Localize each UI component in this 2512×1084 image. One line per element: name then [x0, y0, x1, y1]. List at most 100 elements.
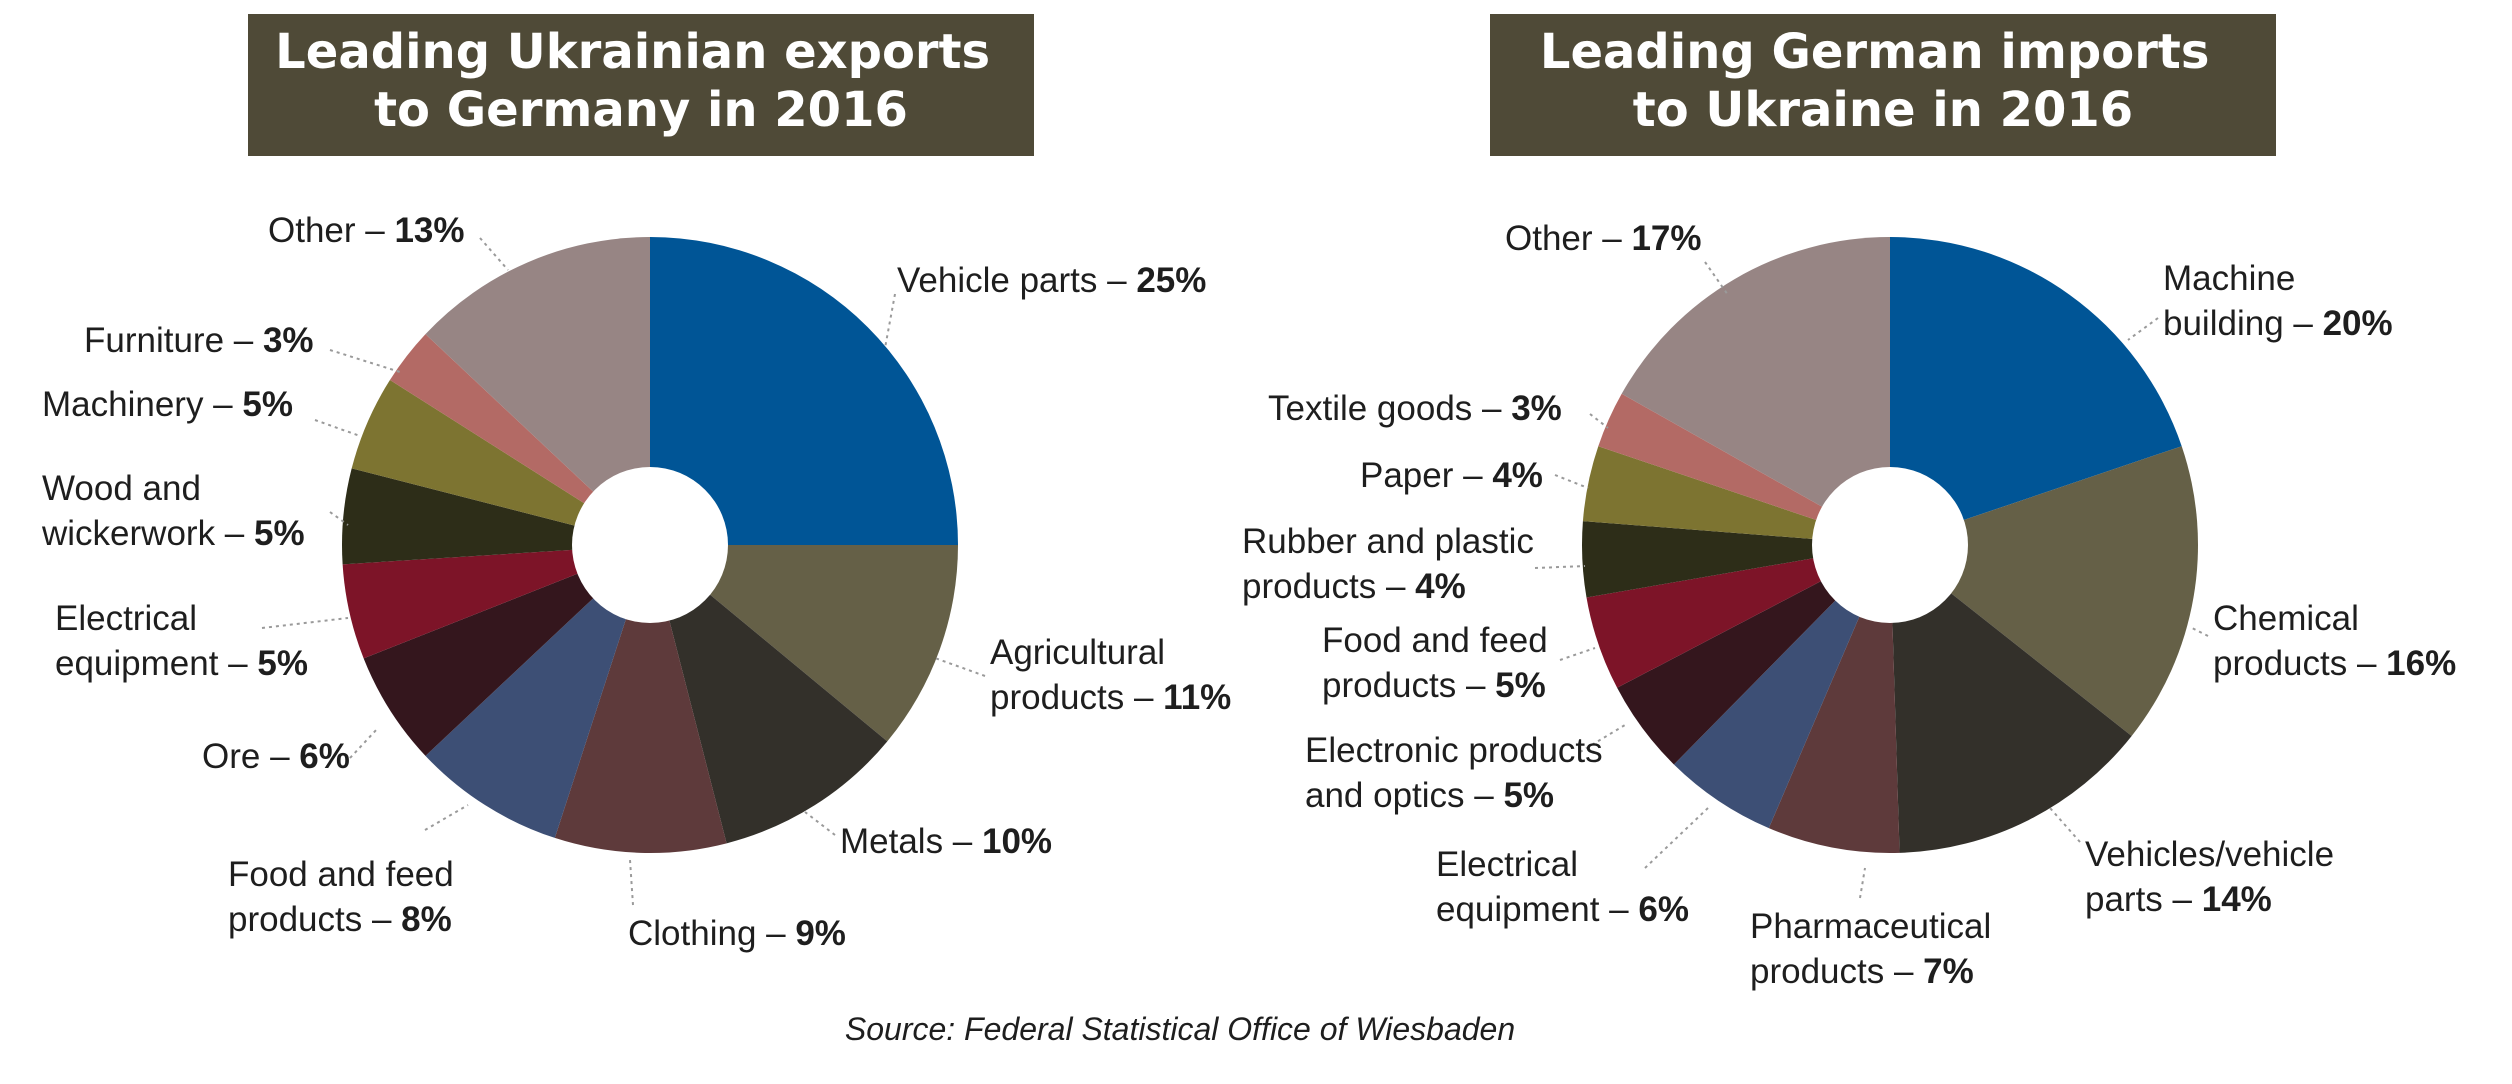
pie-slice — [1598, 393, 1890, 545]
slice-value-label: 14% — [2202, 880, 2272, 919]
slice-label: Food and feed products – 8% — [228, 855, 454, 939]
pie-labels: Vehicle parts – 25% Agricultural products … — [41, 211, 1231, 953]
slice-label-line: Rubber and plastic — [1242, 522, 1534, 561]
leader-line — [1559, 647, 1596, 661]
slice-label-line: Ore – — [202, 737, 299, 776]
pie-slice — [650, 237, 958, 545]
leader-line — [884, 293, 896, 349]
pie-slice — [1617, 545, 1890, 765]
slice-label: Rubber and plastic products – 4% — [1242, 522, 1534, 606]
slice-label-line: products – — [228, 900, 401, 939]
leader-line — [1644, 807, 1709, 869]
leader-line — [2191, 627, 2209, 637]
slice-label-line: Machinery – — [42, 385, 242, 424]
slice-label-line: products – — [1242, 567, 1415, 606]
slice-label-line: products – — [1750, 952, 1923, 991]
slice-label: Paper – 4% — [1360, 456, 1543, 495]
pie-slice — [363, 545, 650, 756]
slice-label-line: and optics – — [1305, 776, 1503, 815]
leader-line — [934, 657, 986, 677]
pie-slice — [1890, 446, 2199, 736]
source-note: Source: Federal Statistical Office of Wi… — [845, 1011, 1515, 1047]
leader-line — [479, 237, 509, 271]
slice-value-label: 11% — [1163, 678, 1231, 717]
slice-value-label: 5% — [257, 644, 308, 683]
slice-value-label: 9% — [795, 914, 846, 953]
slice-value-label: 17% — [1631, 219, 1701, 258]
slice-value-label: 5% — [242, 385, 293, 424]
slice-label: Ore – 6% — [202, 737, 350, 776]
leader-line — [314, 419, 361, 437]
slice-label-line: Wood and — [42, 469, 201, 508]
pie-slices — [342, 236, 958, 854]
slice-label-line: Other – — [1505, 219, 1631, 258]
slice-label-line: products – — [1322, 666, 1495, 705]
chart-title-line: to Ukraine in 2016 — [1633, 82, 2133, 138]
pie-slice — [425, 545, 650, 838]
chart-title-line: Leading German imports — [1540, 24, 2210, 80]
slice-label-line: Clothing – — [628, 914, 795, 953]
leader-line — [1534, 565, 1586, 569]
ukrainian-exports-chart: Leading Ukrainian exports to Germany in … — [41, 14, 1231, 953]
slice-label: Furniture – 3% — [84, 321, 314, 360]
slice-label-line: building – — [2163, 304, 2323, 343]
slice-label-line: Food and feed — [228, 855, 454, 894]
slice-label-line: Textile goods – — [1268, 389, 1511, 428]
slice-value-label: 7% — [1923, 952, 1974, 991]
leader-line — [804, 811, 836, 836]
pie-slice — [342, 545, 650, 659]
pie-slice — [1890, 237, 2182, 545]
slice-label: Electronic products and optics – 5% — [1305, 731, 1603, 815]
pie-slice — [389, 334, 650, 545]
slice-label: Vehicles/vehicle parts – 14% — [2085, 835, 2334, 919]
slice-value-label: 6% — [1638, 890, 1689, 929]
pie-slice — [425, 236, 650, 545]
pie-slice — [650, 545, 958, 742]
slice-label: Food and feed products – 5% — [1322, 621, 1548, 705]
chart-title-box — [248, 14, 1034, 156]
slice-value-label: 8% — [401, 900, 452, 939]
slice-label-line: Vehicles/vehicle — [2085, 835, 2334, 874]
chart-title: Leading Ukrainian exports to Germany in … — [275, 24, 1007, 138]
pie-slices — [1582, 237, 2199, 853]
chart-title-line: Leading Ukrainian exports — [275, 24, 990, 80]
leader-line — [2127, 317, 2159, 341]
slice-label-line: parts – — [2085, 880, 2202, 919]
slice-label-line: Vehicle parts – — [897, 261, 1136, 300]
slice-label-line: Food and feed — [1322, 621, 1548, 660]
slice-value-label: 3% — [1511, 389, 1562, 428]
pie-slice — [650, 545, 888, 844]
slice-value-label: 5% — [254, 514, 305, 553]
slice-label-line: Metals – — [840, 822, 982, 861]
slice-label-line: Agricultural — [990, 633, 1165, 672]
slice-label-line: Electrical — [1436, 845, 1578, 884]
slice-label: Electrical equipment – 6% — [1436, 845, 1689, 929]
leader-line — [2049, 807, 2081, 843]
chart-title-box — [1490, 14, 2276, 156]
slice-label-line: Electrical — [55, 599, 197, 638]
slice-label-line: Electronic products — [1305, 731, 1603, 770]
slice-label: Textile goods – 3% — [1268, 389, 1562, 428]
slice-label: Chemical products – 16% — [2213, 599, 2456, 683]
leader-line — [629, 859, 634, 906]
pie-slice — [1582, 446, 1890, 545]
pie-slice — [351, 379, 650, 545]
leader-line — [329, 349, 401, 373]
slice-label: Machine building – 20% — [2163, 259, 2393, 343]
slice-value-label: 4% — [1415, 567, 1466, 606]
leader-line — [1579, 724, 1626, 753]
slice-value-label: 10% — [982, 822, 1052, 861]
pie-slice — [1673, 545, 1890, 829]
pie-slice — [1890, 545, 2132, 853]
pie-slice — [554, 545, 727, 854]
slice-label-line: equipment – — [55, 644, 257, 683]
slice-label: Other – 13% — [268, 211, 465, 250]
slice-label-line: Pharmaceutical — [1750, 907, 1991, 946]
slice-label-line: Machine — [2163, 259, 2295, 298]
slice-label-line: Furniture – — [84, 321, 263, 360]
leader-line — [424, 804, 469, 831]
slice-label-line: wickerwork – — [41, 514, 254, 553]
slice-label: Metals – 10% — [840, 822, 1052, 861]
slice-label-line: products – — [990, 678, 1163, 717]
pie-labels: Machine building – 20% Chemical products – … — [1242, 219, 2456, 991]
